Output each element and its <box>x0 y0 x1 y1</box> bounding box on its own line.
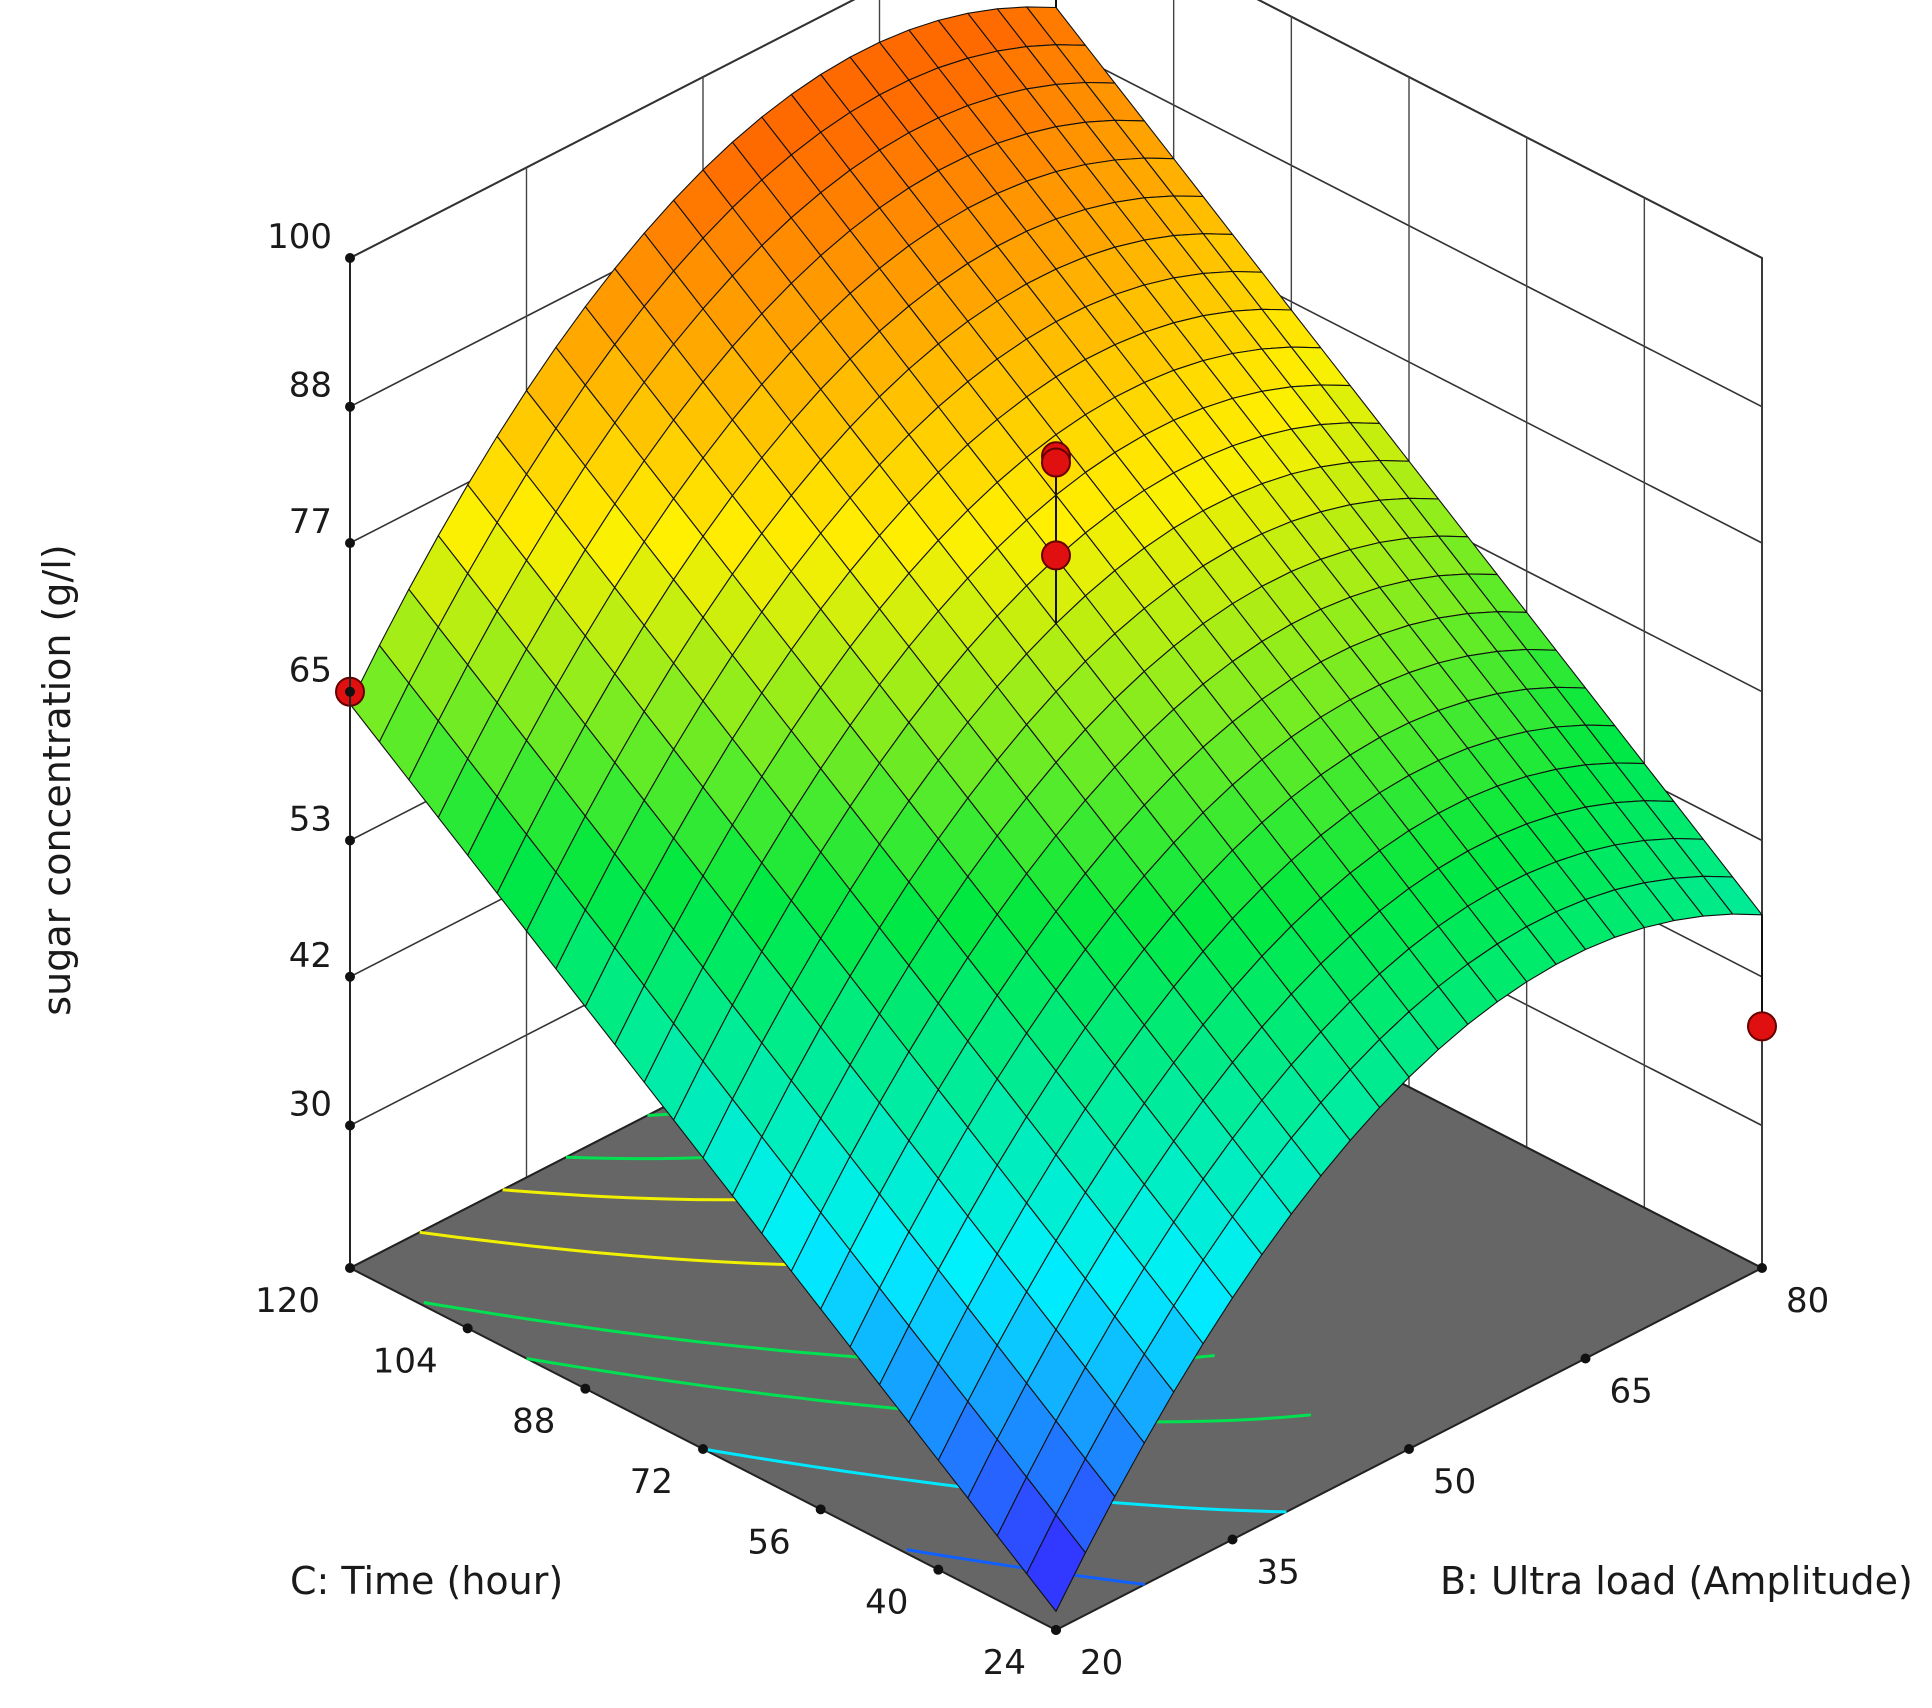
z-axis-title: sugar concentration (g/l) <box>35 544 79 1015</box>
c-tick-label-0: 24 <box>983 1643 1026 1683</box>
z-tick-3 <box>345 686 355 697</box>
c-tick-label-3: 72 <box>630 1462 673 1502</box>
z-tick-label-2: 53 <box>289 799 332 839</box>
response-surface <box>349 6 1763 1612</box>
b-tick-4 <box>1757 1263 1767 1273</box>
z-tick-4 <box>345 538 355 549</box>
c-tick-label-5: 104 <box>373 1341 438 1381</box>
b-tick-label-2: 50 <box>1433 1462 1476 1502</box>
b-tick-label-4: 80 <box>1786 1281 1829 1321</box>
b-tick-3 <box>1580 1353 1591 1364</box>
surface-cell <box>1026 1514 1086 1612</box>
b-tick-2 <box>1404 1444 1414 1454</box>
z-tick-label-1: 42 <box>289 936 332 976</box>
z-tick-label-6: 100 <box>267 217 332 257</box>
design-point-5 <box>1747 1011 1777 1042</box>
b-tick-label-1: 35 <box>1257 1553 1300 1593</box>
axes: 30 42 53 65 77 88 100 24 40 56 72 88 104 120 20 35 50 65 8… <box>255 217 1829 1683</box>
c-tick-5 <box>462 1323 473 1334</box>
z-tick-5 <box>345 401 355 412</box>
z-tick-0 <box>345 1120 355 1131</box>
z-tick-label-5: 88 <box>289 366 332 406</box>
z-tick-6 <box>345 253 355 263</box>
c-tick-3 <box>698 1444 708 1454</box>
c-tick-label-4: 88 <box>512 1402 555 1442</box>
b-tick-label-0: 20 <box>1080 1643 1123 1683</box>
b-tick-label-3: 65 <box>1610 1372 1653 1412</box>
z-tick-label-0: 30 <box>289 1084 332 1124</box>
c-tick-6 <box>345 1263 355 1273</box>
x-axis-title: B: Ultra load (Amplitude) <box>1440 1559 1913 1603</box>
z-tick-2 <box>345 835 355 846</box>
z-tick-1 <box>345 971 355 982</box>
c-tick-2 <box>815 1504 826 1515</box>
b-tick-0 <box>1051 1625 1061 1635</box>
c-tick-4 <box>580 1383 591 1394</box>
b-tick-1 <box>1227 1534 1238 1545</box>
design-point-2 <box>1041 447 1071 478</box>
c-tick-label-2: 56 <box>747 1522 790 1562</box>
z-tick-label-3: 65 <box>289 651 332 691</box>
y-axis-title: C: Time (hour) <box>290 1559 563 1603</box>
c-tick-1 <box>933 1564 944 1575</box>
z-tick-label-4: 77 <box>289 502 332 542</box>
design-point-3 <box>1041 540 1071 571</box>
c-tick-label-6: 120 <box>255 1281 320 1321</box>
c-tick-label-1: 40 <box>865 1583 908 1623</box>
